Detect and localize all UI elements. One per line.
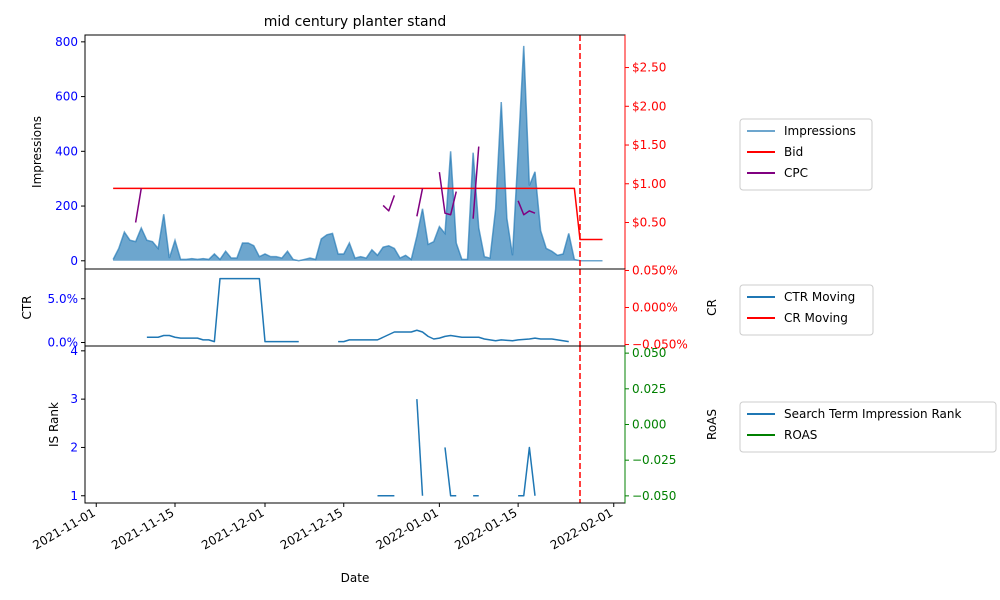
y2-tick-label: −0.050% (632, 338, 688, 352)
legend: Search Term Impression Rank ROAS (739, 401, 997, 453)
legend-label: CTR Moving (784, 290, 855, 304)
y2-axis-label: CR (705, 299, 719, 316)
ctr-moving-line-1 (146, 277, 299, 343)
panel-1: 0 200 400 600 800 Impressions $0.50 $1.00 $1.50 $… (30, 34, 873, 270)
y-tick-label: 200 (55, 199, 78, 213)
legend-box (739, 401, 997, 453)
y2-tick-label: $2.50 (632, 61, 666, 75)
search-term-impression-rank-line-5 (518, 446, 536, 497)
panel-frame (84, 268, 626, 347)
y2-tick-label: 0.000 (632, 418, 666, 432)
search-term-impression-rank-line-2 (416, 399, 424, 496)
cpc-line-3 (416, 188, 424, 217)
impressions-line (112, 45, 603, 262)
legend-label: CPC (784, 166, 808, 180)
y-tick-label: 1 (70, 489, 78, 503)
x-axis-label: Date (341, 571, 370, 585)
cpc-line-1 (134, 188, 142, 223)
legend-label: Bid (784, 145, 803, 159)
cpc-line-6 (517, 200, 536, 216)
impressions-area (113, 45, 603, 261)
cpc-line-5 (472, 146, 480, 219)
y-tick-label: 2 (70, 440, 78, 454)
x-tick-label: 2021-11-01 (30, 505, 97, 552)
bid-line-1 (113, 187, 603, 241)
y-tick-label: 800 (55, 35, 78, 49)
cpc-line-2 (382, 195, 396, 212)
y2-tick-label: $1.00 (632, 177, 666, 191)
y2-tick-label: $1.50 (632, 138, 666, 152)
y-tick-label: 400 (55, 144, 78, 158)
search-term-impression-rank-line-3 (444, 447, 457, 497)
x-tick-label: 2021-11-15 (109, 505, 176, 552)
x-tick-label: 2021-12-01 (199, 505, 266, 552)
x-tick-label: 2022-02-01 (548, 505, 615, 552)
y2-axis-label: RoAS (705, 409, 719, 440)
y-axis-label: CTR (20, 295, 34, 319)
x-tick-label: 2021-12-15 (278, 505, 345, 552)
legend: Impressions Bid CPC (739, 118, 873, 191)
y-tick-label: 5.0% (48, 292, 79, 306)
chart-title: mid century planter stand (264, 14, 447, 30)
y2-tick-label: 0.025 (632, 382, 666, 396)
legend: CTR Moving CR Moving (739, 284, 874, 336)
ctr-moving-line-2 (338, 329, 569, 343)
y2-tick-label: −0.050 (632, 489, 676, 503)
x-tick-label: 2022-01-01 (373, 505, 440, 552)
y-axis-label: IS Rank (47, 402, 61, 447)
y2-tick-label: 0.000% (632, 301, 678, 315)
legend-label: ROAS (784, 428, 817, 442)
y-tick-label: 0.0% (48, 336, 79, 350)
y2-tick-label: −0.025 (632, 453, 676, 467)
y2-tick-label: 0.050% (632, 263, 678, 277)
y-axis-label: Impressions (30, 116, 44, 188)
cpc-line-4 (438, 172, 457, 216)
y-tick-label: 600 (55, 90, 78, 104)
legend-label: Impressions (784, 124, 856, 138)
panel-3: 1 2 3 4 IS Rank −0.050 −0.025 0.000 0.025 0.050 Ro… (47, 344, 997, 504)
panel-frame (84, 345, 626, 504)
y-tick-label: 3 (70, 392, 78, 406)
y2-tick-label: $0.50 (632, 216, 666, 230)
y2-tick-label: $2.00 (632, 99, 666, 113)
panel-2: 0.0% 5.0% CTR −0.050% 0.000% 0.050% CR CTR Movi… (20, 263, 874, 352)
y-tick-label: 0 (70, 254, 78, 268)
y2-tick-label: 0.050 (632, 346, 666, 360)
x-tick-label: 2022-01-15 (452, 505, 519, 552)
legend-label: Search Term Impression Rank (784, 407, 961, 421)
legend-label: CR Moving (784, 311, 848, 325)
y-tick-label: 4 (70, 344, 78, 358)
